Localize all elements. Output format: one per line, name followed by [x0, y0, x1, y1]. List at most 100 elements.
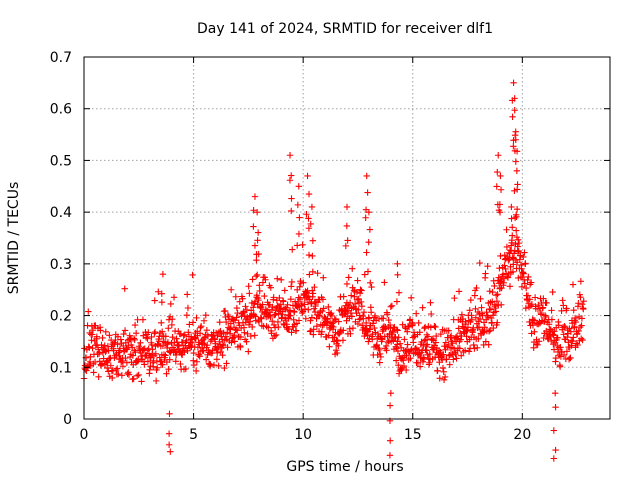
data-point	[158, 319, 165, 326]
data-point	[254, 271, 261, 279]
data-point	[284, 301, 291, 308]
data-point	[354, 320, 362, 328]
data-point	[315, 312, 322, 319]
data-point	[527, 279, 535, 286]
data-point	[492, 292, 500, 299]
data-point	[482, 270, 489, 277]
data-point	[300, 279, 307, 286]
data-point	[393, 326, 401, 333]
data-point	[309, 252, 316, 260]
data-point	[99, 334, 106, 342]
data-point	[496, 201, 504, 208]
data-point	[120, 342, 127, 350]
data-point	[295, 183, 302, 190]
data-point	[86, 344, 93, 351]
data-point	[421, 325, 428, 332]
data-point	[116, 345, 124, 352]
data-point	[233, 304, 241, 312]
data-point	[256, 282, 263, 289]
data-point	[105, 368, 112, 375]
data-point	[496, 209, 504, 216]
data-point	[158, 332, 166, 340]
data-point	[88, 337, 95, 344]
data-point	[511, 132, 519, 139]
data-point	[531, 294, 539, 301]
data-point	[361, 271, 368, 278]
data-point	[190, 349, 197, 357]
data-point	[119, 363, 127, 370]
data-point	[276, 294, 283, 302]
data-point	[253, 256, 260, 264]
data-point	[509, 268, 517, 276]
data-point	[394, 338, 401, 345]
data-point	[437, 330, 445, 338]
data-point	[432, 339, 440, 346]
data-point	[519, 269, 527, 276]
data-point	[421, 323, 429, 331]
x-tick-label: 20	[513, 427, 531, 443]
data-point	[393, 298, 401, 305]
data-point	[451, 294, 458, 302]
data-point	[130, 375, 137, 382]
data-point	[250, 304, 257, 311]
data-point	[296, 214, 303, 221]
data-point	[489, 288, 496, 296]
data-point	[342, 242, 350, 250]
data-point	[484, 263, 491, 270]
data-point	[287, 295, 295, 303]
data-point	[518, 283, 526, 290]
data-point	[387, 389, 395, 397]
data-point	[334, 337, 341, 345]
data-point	[275, 323, 282, 331]
data-point	[309, 237, 317, 244]
data-point	[511, 95, 518, 102]
data-point	[353, 289, 361, 296]
data-point	[539, 304, 547, 311]
data-point	[384, 338, 392, 346]
data-point	[175, 342, 183, 350]
data-point	[470, 341, 477, 349]
data-point	[509, 224, 516, 231]
data-point	[419, 358, 427, 366]
data-point	[166, 410, 173, 418]
data-point	[168, 339, 175, 347]
data-point	[452, 350, 459, 358]
data-point	[344, 307, 351, 314]
data-point	[189, 339, 196, 347]
data-point	[489, 312, 497, 319]
data-point	[493, 298, 501, 305]
data-point	[257, 304, 264, 312]
data-point	[402, 366, 410, 374]
data-point	[510, 143, 517, 150]
data-point	[422, 346, 429, 354]
data-point	[415, 319, 422, 327]
data-point	[522, 260, 529, 267]
data-point	[189, 271, 196, 279]
data-point	[313, 323, 321, 330]
data-point	[404, 328, 411, 335]
data-point	[268, 306, 276, 313]
data-point	[564, 333, 571, 341]
data-point	[526, 296, 533, 303]
data-point	[331, 315, 338, 323]
data-point	[246, 290, 253, 297]
data-point	[535, 338, 543, 345]
data-point	[394, 347, 402, 355]
data-point	[165, 441, 173, 448]
data-point	[367, 309, 375, 316]
data-point	[91, 358, 99, 366]
data-point	[104, 364, 111, 372]
data-point	[463, 333, 470, 340]
data-point	[148, 333, 155, 341]
data-point	[501, 262, 508, 269]
data-point	[563, 348, 571, 355]
data-point	[144, 358, 152, 365]
data-point	[407, 294, 415, 302]
data-point	[287, 312, 294, 319]
data-point	[314, 270, 321, 277]
data-point	[347, 292, 355, 299]
data-point	[365, 239, 372, 246]
data-point	[568, 342, 575, 349]
data-point	[424, 341, 431, 348]
data-point	[289, 246, 296, 253]
